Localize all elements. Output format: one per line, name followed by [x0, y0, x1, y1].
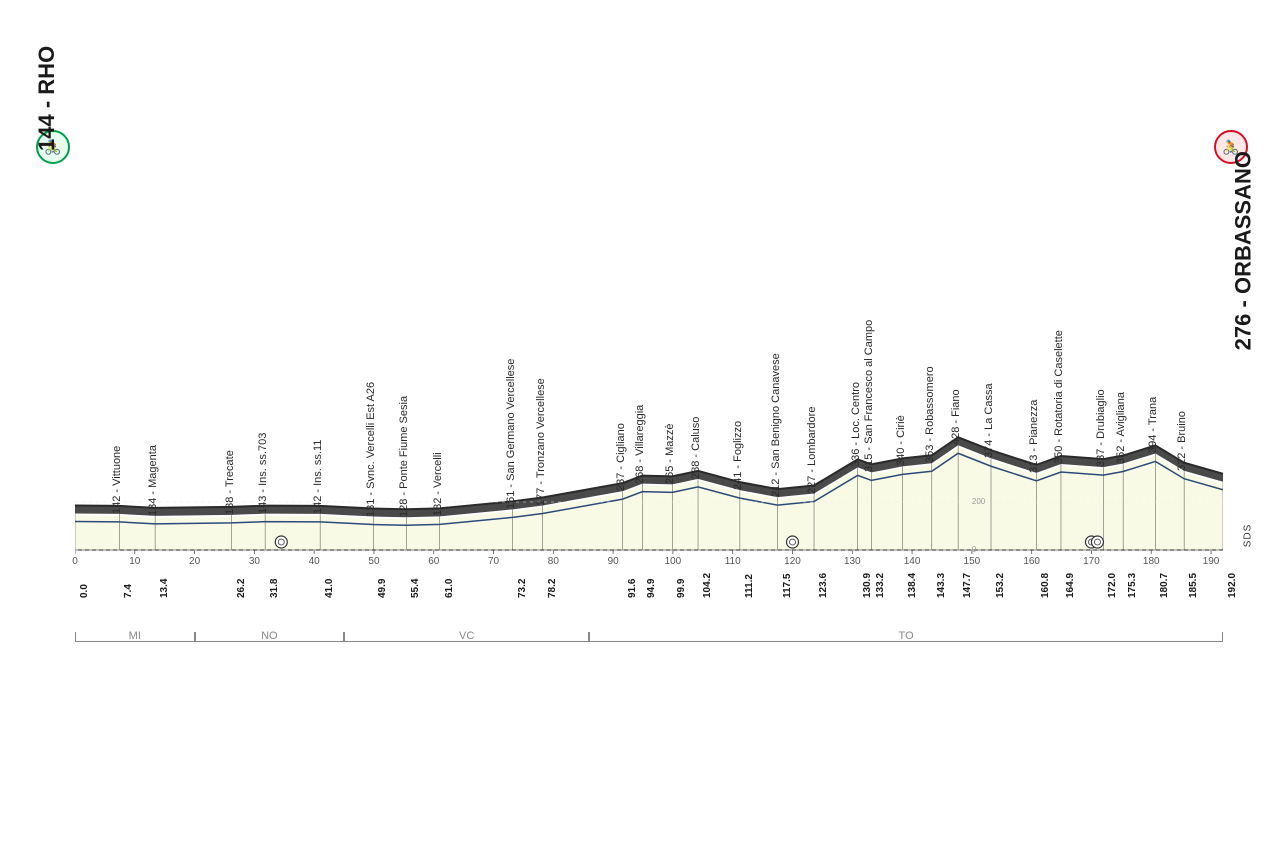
- place-label: 374 - La Cassa: [983, 384, 995, 459]
- km-tick: 100: [665, 556, 682, 567]
- km-label: 164.9: [1065, 573, 1076, 598]
- km-label: 73.2: [517, 579, 528, 598]
- km-label: 49.9: [377, 579, 388, 598]
- elevation-profile: [75, 220, 1223, 580]
- place-label: 322 - Bruino: [1176, 411, 1188, 471]
- sds-watermark: SDS: [1243, 524, 1254, 548]
- place-label: 227 - Lombardore: [806, 406, 818, 493]
- place-label: 350 - Rotatoria di Caselette: [1053, 330, 1065, 464]
- place-label: 138 - Trecate: [224, 450, 236, 515]
- province-label: VC: [459, 630, 474, 642]
- km-tick: 130: [844, 556, 861, 567]
- km-tick: 80: [548, 556, 559, 567]
- km-tick: 0: [72, 556, 78, 567]
- place-label: 313 - Pianezza: [1028, 399, 1040, 472]
- place-label: 132 - Vercelli: [432, 453, 444, 517]
- place-label: 128 - Ponte Fiume Sesia: [398, 396, 410, 517]
- km-label: 138.4: [907, 573, 918, 598]
- place-label: 131 - Svnc. Vercelli Est A26: [365, 381, 377, 516]
- place-label: 142 - Ins. ss.11: [312, 440, 324, 514]
- profile-svg: [75, 220, 1223, 580]
- place-label: 212 - San Benigno Canavese: [770, 353, 782, 497]
- km-label: 175.3: [1127, 573, 1138, 598]
- km-label: 160.8: [1040, 573, 1051, 598]
- km-label: 99.9: [676, 579, 687, 598]
- km-tick: 190: [1203, 556, 1220, 567]
- km-tick: 120: [784, 556, 801, 567]
- km-label: 172.0: [1107, 573, 1118, 598]
- km-label: 61.0: [444, 579, 455, 598]
- km-label: 91.6: [627, 579, 638, 598]
- km-label: 180.7: [1159, 573, 1170, 598]
- km-label: 7.4: [123, 584, 134, 598]
- place-label: 336 - Loc. Centro: [850, 382, 862, 467]
- km-tick: 20: [189, 556, 200, 567]
- elev-grid-label: 0: [972, 545, 976, 554]
- place-label: 288 - Caluso: [690, 417, 702, 479]
- km-label: 185.5: [1188, 573, 1199, 598]
- km-tick: 180: [1143, 556, 1160, 567]
- km-label: 31.8: [269, 579, 280, 598]
- elev-grid-label: 200: [972, 497, 985, 506]
- km-label: 41.0: [324, 579, 335, 598]
- finish-name: ORBASSANO: [1230, 151, 1255, 294]
- km-label: 78.2: [547, 579, 558, 598]
- province-label: MI: [129, 630, 141, 642]
- km-label: 133.2: [875, 573, 886, 598]
- place-label: 237 - Cigliano: [615, 423, 627, 491]
- place-label: 177 - Tronzano Vercellese: [535, 378, 547, 506]
- finish-elev: 276: [1230, 314, 1255, 351]
- km-label: 130.9: [862, 573, 873, 598]
- km-label: 111.2: [744, 574, 755, 598]
- place-label: 142 - Vittuone: [111, 446, 123, 514]
- km-label: 0.0: [79, 584, 90, 598]
- km-tick: 50: [368, 556, 379, 567]
- start-elev: 144: [34, 114, 59, 151]
- km-tick: 150: [964, 556, 981, 567]
- km-tick: 30: [249, 556, 260, 567]
- place-label: 143 - Ins. ss.703: [257, 432, 269, 513]
- km-label: 117.5: [782, 574, 793, 598]
- km-label: 153.2: [995, 573, 1006, 598]
- place-label: 161 - San Germano Vercellese: [505, 359, 517, 509]
- km-label: 104.2: [702, 573, 713, 598]
- km-tick: 170: [1083, 556, 1100, 567]
- km-label: 55.4: [410, 579, 421, 598]
- km-tick: 60: [428, 556, 439, 567]
- place-label: 315 - San Francesco al Campo: [863, 320, 875, 472]
- place-label: 134 - Magenta: [147, 445, 159, 516]
- km-label: 123.6: [818, 573, 829, 598]
- province-label: NO: [261, 630, 278, 642]
- start-name: RHO: [34, 46, 59, 95]
- province-label: TO: [899, 630, 914, 642]
- place-label: 340 - Ciriè: [895, 416, 907, 467]
- start-label: 144 - RHO: [34, 46, 60, 151]
- place-label: 428 - Fiano: [950, 390, 962, 446]
- place-label: 268 - Villareggia: [634, 404, 646, 483]
- place-label: 265 - Mazzè: [664, 424, 676, 485]
- km-tick: 140: [904, 556, 921, 567]
- km-label: 143.3: [936, 573, 947, 598]
- place-label: 394 - Trana: [1147, 397, 1159, 453]
- km-label: 26.2: [236, 579, 247, 598]
- km-label: 13.4: [159, 579, 170, 598]
- km-label: 94.9: [646, 579, 657, 598]
- place-label: 241 - Foglizzo: [732, 421, 744, 490]
- km-label: 147.7: [962, 573, 973, 598]
- km-tick: 10: [129, 556, 140, 567]
- km-tick: 70: [488, 556, 499, 567]
- km-tick: 160: [1023, 556, 1040, 567]
- km-tick: 110: [725, 556, 741, 567]
- km-tick: 90: [608, 556, 619, 567]
- km-tick: 40: [309, 556, 320, 567]
- finish-label: 276 - ORBASSANO: [1230, 151, 1256, 350]
- km-label: 192.0: [1227, 573, 1238, 598]
- place-label: 352 - Avigliana: [1115, 392, 1127, 464]
- place-label: 337 - Drubiaglio: [1095, 389, 1107, 467]
- place-label: 353 - Robassomero: [924, 367, 936, 464]
